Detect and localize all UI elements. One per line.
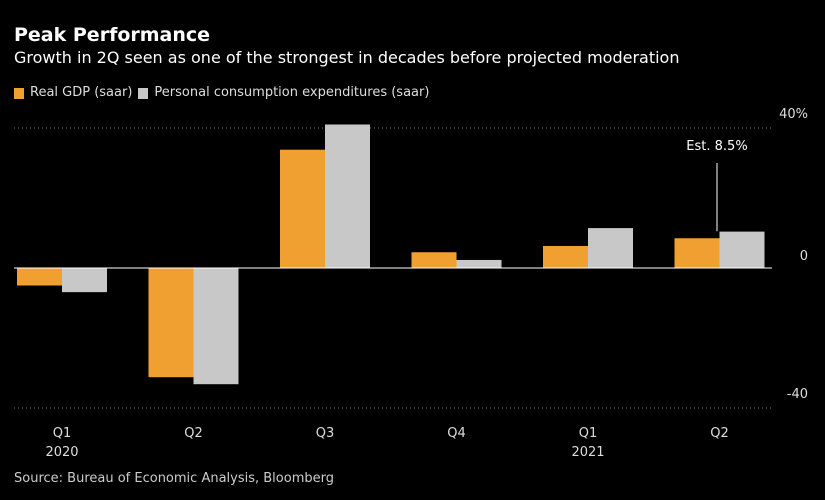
y-tick-label-1: 0 bbox=[800, 249, 808, 264]
bar-real-gdp-5 bbox=[674, 238, 720, 268]
bar-real-gdp-4 bbox=[543, 245, 588, 268]
legend-item-real-gdp: Real GDP (saar) bbox=[14, 84, 132, 102]
chart-subtitle: Growth in 2Q seen as one of the stronges… bbox=[14, 48, 680, 67]
y-tick-label-0: 40% bbox=[779, 107, 808, 122]
x-tick-label-4: Q1 bbox=[579, 426, 598, 441]
bar-pce-5 bbox=[719, 231, 765, 268]
legend-label-pce: Personal consumption expenditures (saar) bbox=[154, 85, 430, 100]
bar-real-gdp-3 bbox=[411, 252, 457, 268]
source-note: Source: Bureau of Economic Analysis, Blo… bbox=[14, 471, 334, 486]
legend-swatch-real-gdp bbox=[14, 87, 24, 99]
legend-label-real-gdp: Real GDP (saar) bbox=[30, 85, 133, 100]
legend: Real GDP (saar) Personal consumption exp… bbox=[14, 84, 435, 102]
y-tick-label-2: -40 bbox=[787, 387, 808, 402]
bar-pce-2 bbox=[325, 124, 370, 268]
x-tick-label-5: Q2 bbox=[710, 426, 729, 441]
bar-pce-4 bbox=[588, 228, 633, 268]
x-year-label-4: 2021 bbox=[571, 445, 604, 460]
chart-title: Peak Performance bbox=[14, 24, 211, 46]
legend-item-pce: Personal consumption expenditures (saar) bbox=[138, 84, 429, 102]
bar-pce-0 bbox=[62, 268, 107, 293]
bar-real-gdp-1 bbox=[148, 268, 194, 378]
bar-real-gdp-0 bbox=[17, 268, 62, 286]
x-tick-label-0: Q1 bbox=[53, 426, 72, 441]
legend-swatch-pce bbox=[138, 87, 149, 99]
x-tick-label-2: Q3 bbox=[316, 426, 335, 441]
x-year-label-0: 2020 bbox=[45, 445, 78, 460]
x-tick-label-1: Q2 bbox=[184, 426, 203, 441]
bar-pce-3 bbox=[456, 259, 502, 268]
bar-pce-1 bbox=[193, 268, 239, 385]
annotation-label: Est. 8.5% bbox=[686, 139, 747, 154]
bar-real-gdp-2 bbox=[280, 149, 325, 268]
x-tick-label-3: Q4 bbox=[447, 426, 466, 441]
